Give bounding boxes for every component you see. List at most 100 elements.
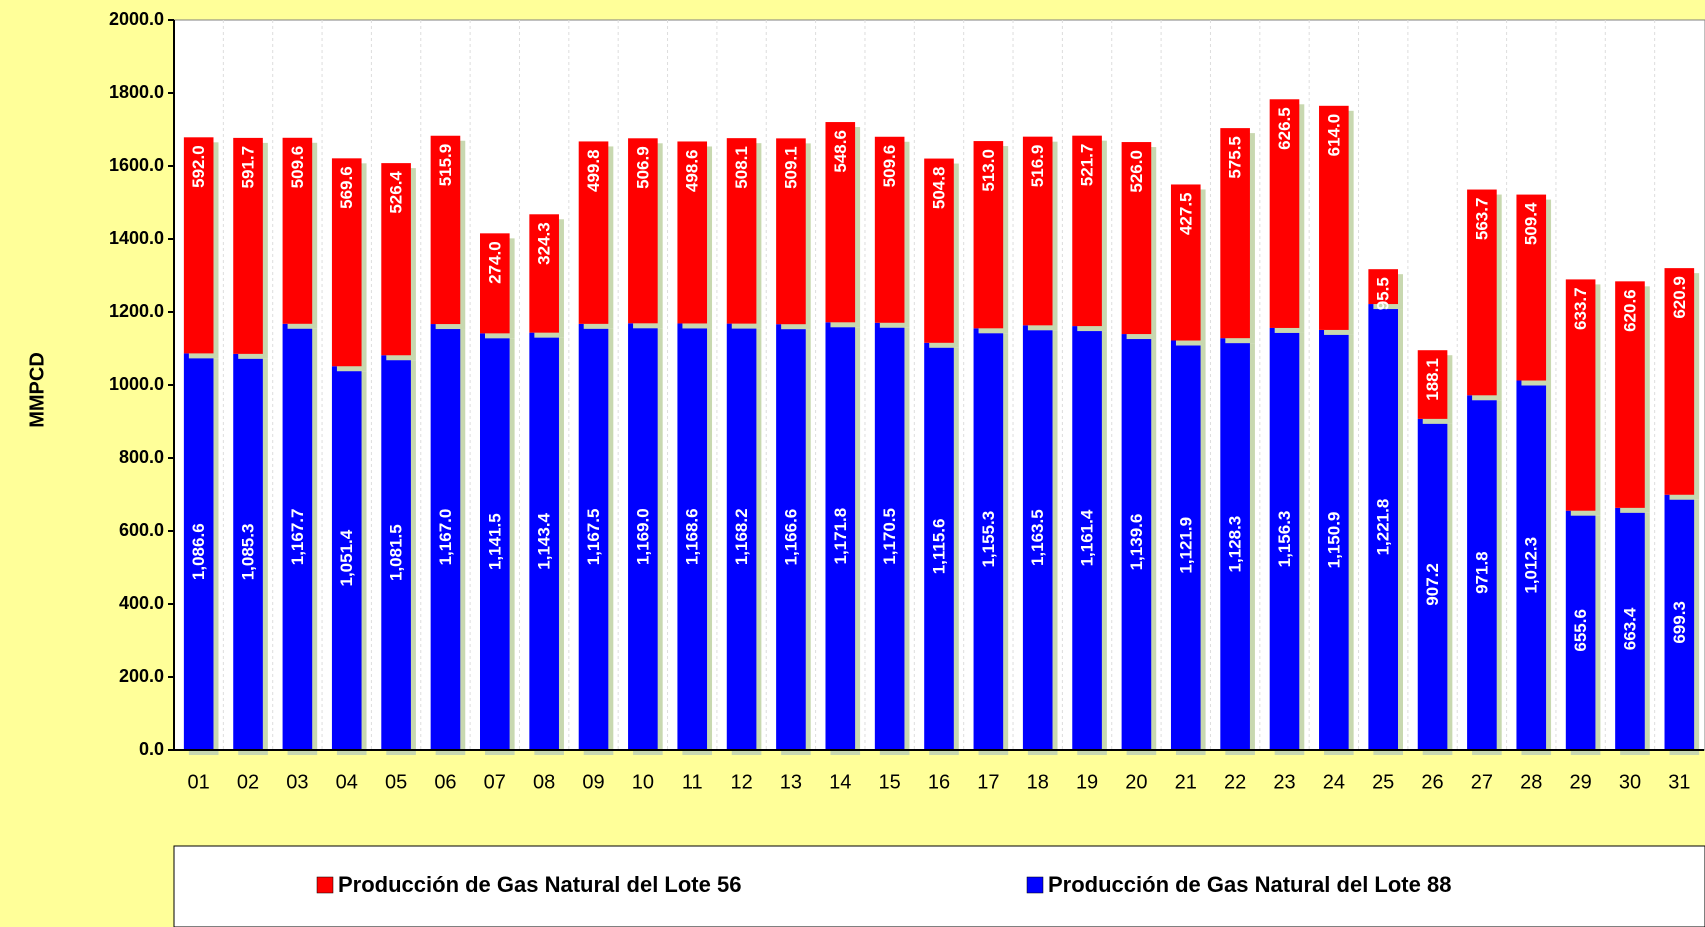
bar-segment [331,158,362,367]
y-tick-label: 600.0 [119,520,164,540]
value-label: 592.0 [189,145,208,188]
value-label: 1,139.6 [1127,514,1146,571]
legend-label: Producción de Gas Natural del Lote 56 [338,872,741,897]
bar-segment [430,135,461,325]
value-label: 1,086.6 [189,523,208,580]
bar-segment [726,323,757,750]
value-label: 1,115.6 [929,519,948,575]
value-label: 506.9 [633,146,652,189]
value-label: 508.1 [732,146,751,189]
legend-swatch [1026,876,1044,894]
bar-segment [1615,507,1645,750]
value-label: 1,121.9 [1176,517,1195,574]
bar-segment [1319,105,1349,330]
x-tick-label: 27 [1471,771,1493,793]
value-label: 1,171.8 [831,508,850,565]
bar-segment [677,141,708,324]
x-tick-label: 04 [336,771,358,793]
value-label: 663.4 [1620,607,1639,650]
x-tick-label: 18 [1027,771,1049,793]
x-tick-label: 07 [484,771,506,793]
value-label: 1,167.0 [436,509,455,566]
y-tick-label: 400.0 [119,593,164,613]
bar-segment [726,138,757,324]
bar-segment [1516,194,1547,381]
bar-segment [776,324,806,750]
bar-segment [874,136,905,323]
value-label: 509.4 [1522,202,1541,245]
value-label: 699.3 [1670,601,1689,644]
value-label: 498.6 [683,149,702,192]
bar-segment [331,366,362,750]
bar-segment [1220,128,1250,339]
bar-segment [1121,334,1152,750]
value-label: 569.6 [337,166,356,209]
bar-segment [282,137,313,324]
x-tick-label: 31 [1668,771,1690,793]
x-tick-label: 05 [385,771,407,793]
x-tick-label: 10 [632,771,654,793]
x-tick-label: 08 [533,771,555,793]
value-label: 614.0 [1324,114,1343,157]
value-label: 1,051.4 [337,529,356,586]
y-tick-label: 800.0 [119,447,164,467]
bar-segment [1269,99,1300,328]
value-label: 1,166.6 [781,509,800,566]
value-label: 1,155.3 [979,511,998,568]
bar-segment [1664,268,1695,495]
x-tick-label: 28 [1520,771,1542,793]
bar-segment [529,332,559,750]
x-tick-label: 26 [1421,771,1443,793]
bar-segment [233,137,263,354]
legend-label: Producción de Gas Natural del Lote 88 [1048,872,1451,897]
bar-segment [1269,327,1300,750]
value-label: 1,163.5 [1028,509,1047,566]
value-label: 1,161.4 [1078,509,1097,566]
y-tick-label: 1400.0 [109,228,164,248]
bar-segment [1072,326,1102,750]
value-label: 1,012.3 [1522,537,1541,594]
x-tick-label: 12 [730,771,752,793]
value-label: 971.8 [1472,551,1491,594]
x-tick-label: 25 [1372,771,1394,793]
value-label: 509.6 [880,145,899,188]
legend-box [173,845,1705,927]
x-tick-label: 01 [188,771,210,793]
bar-segment [1170,340,1201,750]
bar-segment [1565,279,1596,511]
value-label: 95.5 [1374,277,1393,310]
value-label: 907.2 [1423,563,1442,606]
x-tick-label: 15 [879,771,901,793]
bar-segment [1319,329,1349,750]
bar-segment [776,138,806,325]
bar-segment [924,342,954,750]
bar-segment [282,323,313,750]
value-label: 1,168.2 [732,508,751,565]
value-label: 626.5 [1275,107,1294,150]
bar-segment [183,137,214,354]
bar-segment [480,233,510,334]
value-label: 1,169.0 [633,508,652,565]
value-label: 1,141.5 [485,513,504,570]
value-label: 655.6 [1571,609,1590,652]
x-tick-label: 03 [286,771,308,793]
bar-segment [1368,304,1398,750]
legend-swatch [316,876,334,894]
bar-segment [1170,184,1201,341]
bar-segment [1664,494,1695,750]
x-tick-label: 09 [582,771,604,793]
value-label: 1,156.3 [1275,511,1294,568]
bar-segment [973,328,1004,750]
bar-segment [1022,325,1053,750]
value-label: 1,081.5 [387,524,406,581]
bar-segment [1022,136,1053,326]
value-label: 515.9 [436,144,455,187]
bar-segment [1220,338,1250,750]
x-tick-label: 17 [977,771,999,793]
bar-segment [973,141,1004,329]
value-label: 563.7 [1472,198,1491,241]
value-label: 548.6 [831,130,850,173]
x-tick-label: 02 [237,771,259,793]
bar-segment [825,322,856,750]
